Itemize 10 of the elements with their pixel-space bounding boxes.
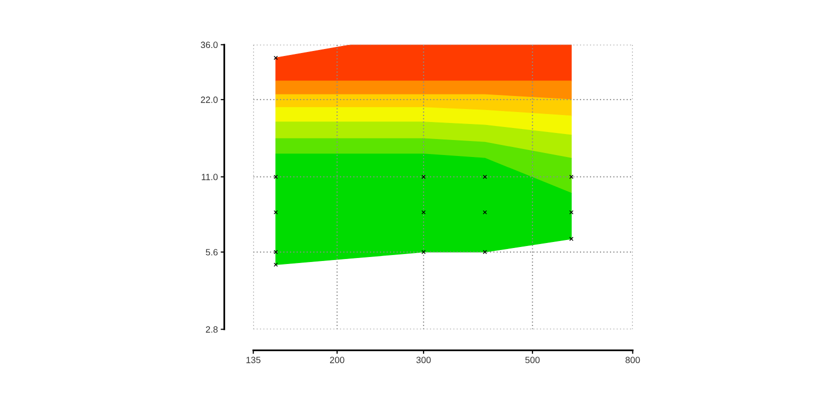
y-tick-label: 36.0 — [200, 42, 218, 48]
y-tick-label: 5.6 — [206, 249, 218, 256]
x-tick-label: 500 — [525, 356, 540, 364]
x-tick-label: 800 — [626, 356, 640, 364]
x-tick-label: 300 — [416, 356, 431, 364]
y-tick-label: 11.0 — [202, 174, 218, 180]
y-tick-label: 2.8 — [206, 326, 218, 333]
x-tick-label: 135 — [246, 356, 260, 364]
y-tick-label: 22.0 — [200, 96, 218, 103]
x-tick-label: 200 — [330, 356, 344, 364]
